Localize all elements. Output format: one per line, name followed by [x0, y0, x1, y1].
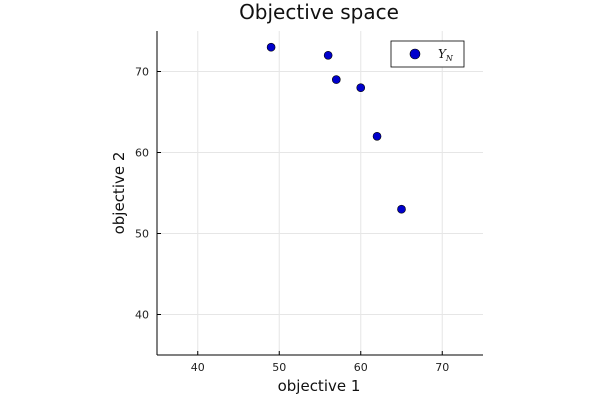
ticks: 40 50 60 70 40 50 60 70	[135, 66, 449, 375]
y-axis-title: objective 2	[110, 152, 128, 235]
axes	[156, 31, 483, 356]
data-point	[372, 132, 382, 141]
data-point	[323, 50, 333, 60]
legend: YN	[390, 40, 465, 68]
data-points	[266, 42, 406, 214]
legend-box	[390, 40, 465, 68]
x-tick-label: 40	[191, 361, 205, 374]
y-tick-label: 50	[135, 228, 149, 241]
legend-symbol: Y	[438, 47, 447, 61]
x-tick-label: 70	[435, 361, 449, 374]
y-tick-label: 40	[135, 309, 149, 322]
data-point	[266, 42, 276, 52]
y-tick-label: 60	[135, 147, 149, 160]
legend-label: YN	[438, 47, 454, 63]
grid	[157, 31, 483, 355]
y-tick-label: 70	[135, 66, 149, 79]
chart-title: Objective space	[239, 0, 399, 24]
data-point	[331, 75, 341, 84]
x-tick-label: 60	[354, 361, 368, 374]
legend-subscript: N	[445, 54, 454, 63]
data-point	[397, 204, 406, 214]
legend-marker	[409, 48, 421, 60]
x-axis-title: objective 1	[278, 377, 361, 395]
data-point	[356, 83, 366, 92]
x-tick-label: 50	[272, 361, 286, 374]
